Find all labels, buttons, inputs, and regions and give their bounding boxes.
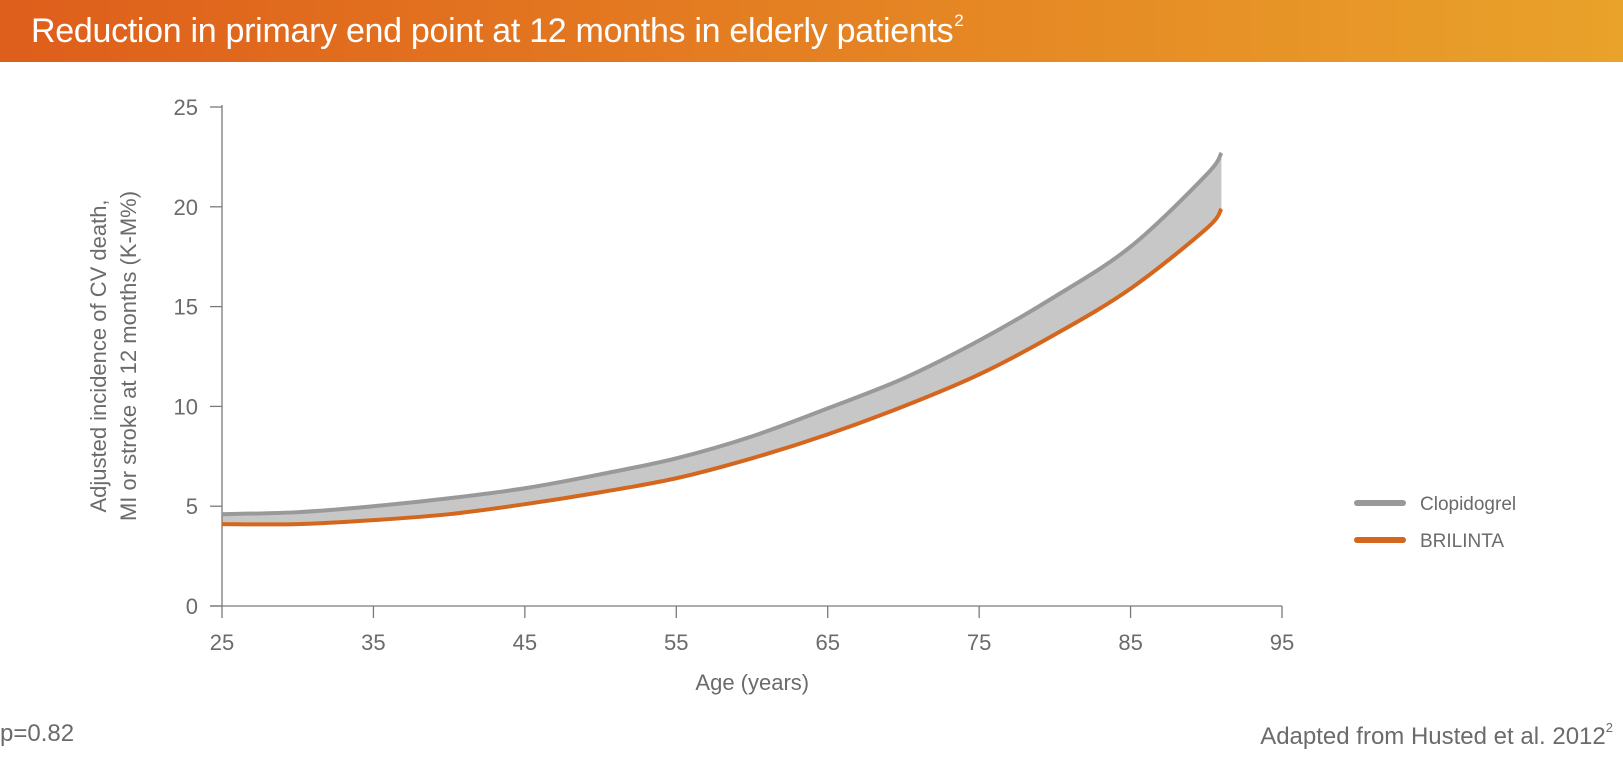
x-tick-label: 95	[1270, 630, 1294, 655]
axes	[210, 105, 1283, 618]
y-tick-label: 20	[174, 195, 198, 220]
title-banner: Reduction in primary end point at 12 mon…	[0, 0, 1623, 62]
x-tick-label: 85	[1118, 630, 1142, 655]
source-footnote-ref: 2	[1605, 720, 1613, 735]
x-tick-label: 55	[664, 630, 688, 655]
legend: Clopidogrel BRILINTA	[1354, 494, 1516, 552]
x-tick-label: 35	[361, 630, 385, 655]
x-tick-label: 25	[210, 630, 234, 655]
y-tick-label: 10	[174, 394, 198, 419]
x-tick-label: 75	[967, 630, 991, 655]
shaded-band-layer	[222, 152, 1222, 525]
y-tick-label: 5	[186, 494, 198, 519]
y-tick-label: 15	[174, 295, 198, 320]
x-tick-label: 45	[513, 630, 537, 655]
series-line-brilinta	[221, 207, 1224, 527]
series-layer	[221, 151, 1224, 527]
y-axis-title-line: MI or stroke at 12 months (K-M%)	[116, 191, 141, 521]
y-axis-title-line: Adjusted incidence of CV death,	[86, 199, 111, 512]
x-axis-title: Age (years)	[695, 670, 809, 695]
p-value-note: p=0.82	[0, 720, 75, 747]
y-tick-label: 0	[186, 594, 198, 619]
y-tick-label: 25	[174, 95, 198, 120]
chart-title: Reduction in primary end point at 12 mon…	[31, 11, 964, 50]
series-line-clopidogrel	[221, 151, 1224, 517]
shaded-difference-band	[222, 152, 1222, 525]
legend-label-brilinta: BRILINTA	[1420, 531, 1504, 552]
axis-labels: 0 5 10 15 20 25 25 35 45 55 65 75 85 95 Age (years) Adj…	[86, 95, 1294, 695]
legend-label-clopidogrel: Clopidogrel	[1420, 494, 1516, 515]
x-tick-label: 65	[815, 630, 839, 655]
title-footnote-ref: 2	[954, 11, 964, 30]
y-axis-title: Adjusted incidence of CV death, MI or str…	[86, 191, 141, 521]
source-note: Adapted from Husted et al. 20122	[1260, 720, 1613, 750]
